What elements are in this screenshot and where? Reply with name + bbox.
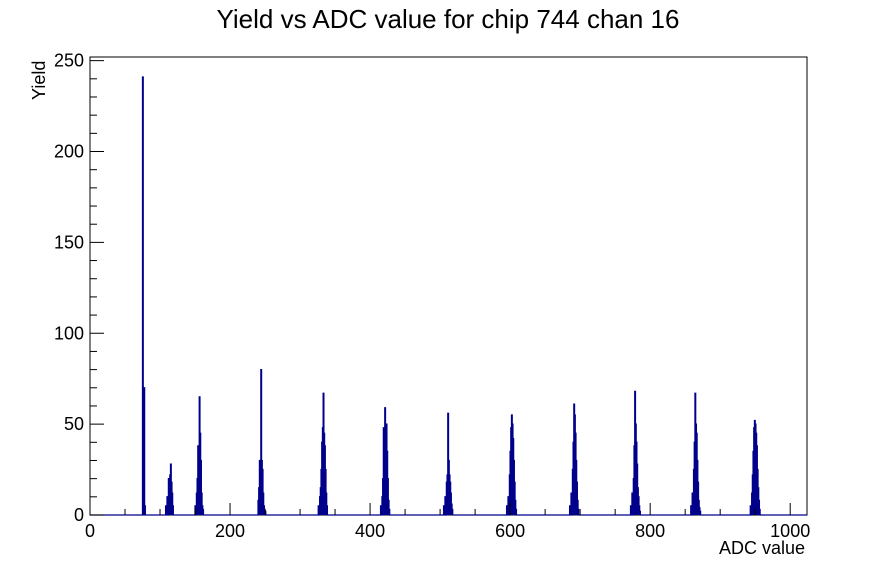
chart-title: Yield vs ADC value for chip 744 chan 16 [216, 4, 680, 34]
x-tick-label: 200 [215, 521, 245, 541]
axis-tick-labels: 0 200 400 600 800 1000 0 50 100 150 200 250 [54, 51, 810, 541]
y-tick-label: 200 [54, 142, 84, 162]
y-tick-label: 100 [54, 323, 84, 343]
histogram-line [90, 76, 807, 516]
x-tick-label: 800 [635, 521, 665, 541]
y-tick-label: 0 [74, 505, 84, 525]
x-tick-label: 0 [85, 521, 95, 541]
y-tick-label: 50 [64, 414, 84, 434]
x-tick-label: 600 [495, 521, 525, 541]
y-tick-label: 150 [54, 232, 84, 252]
axis-ticks [89, 60, 791, 516]
x-axis-label: ADC value [719, 538, 805, 558]
x-tick-label: 400 [355, 521, 385, 541]
y-tick-label: 250 [54, 51, 84, 71]
x-tick-label: 1000 [770, 521, 810, 541]
y-axis-label: Yield [29, 61, 49, 100]
